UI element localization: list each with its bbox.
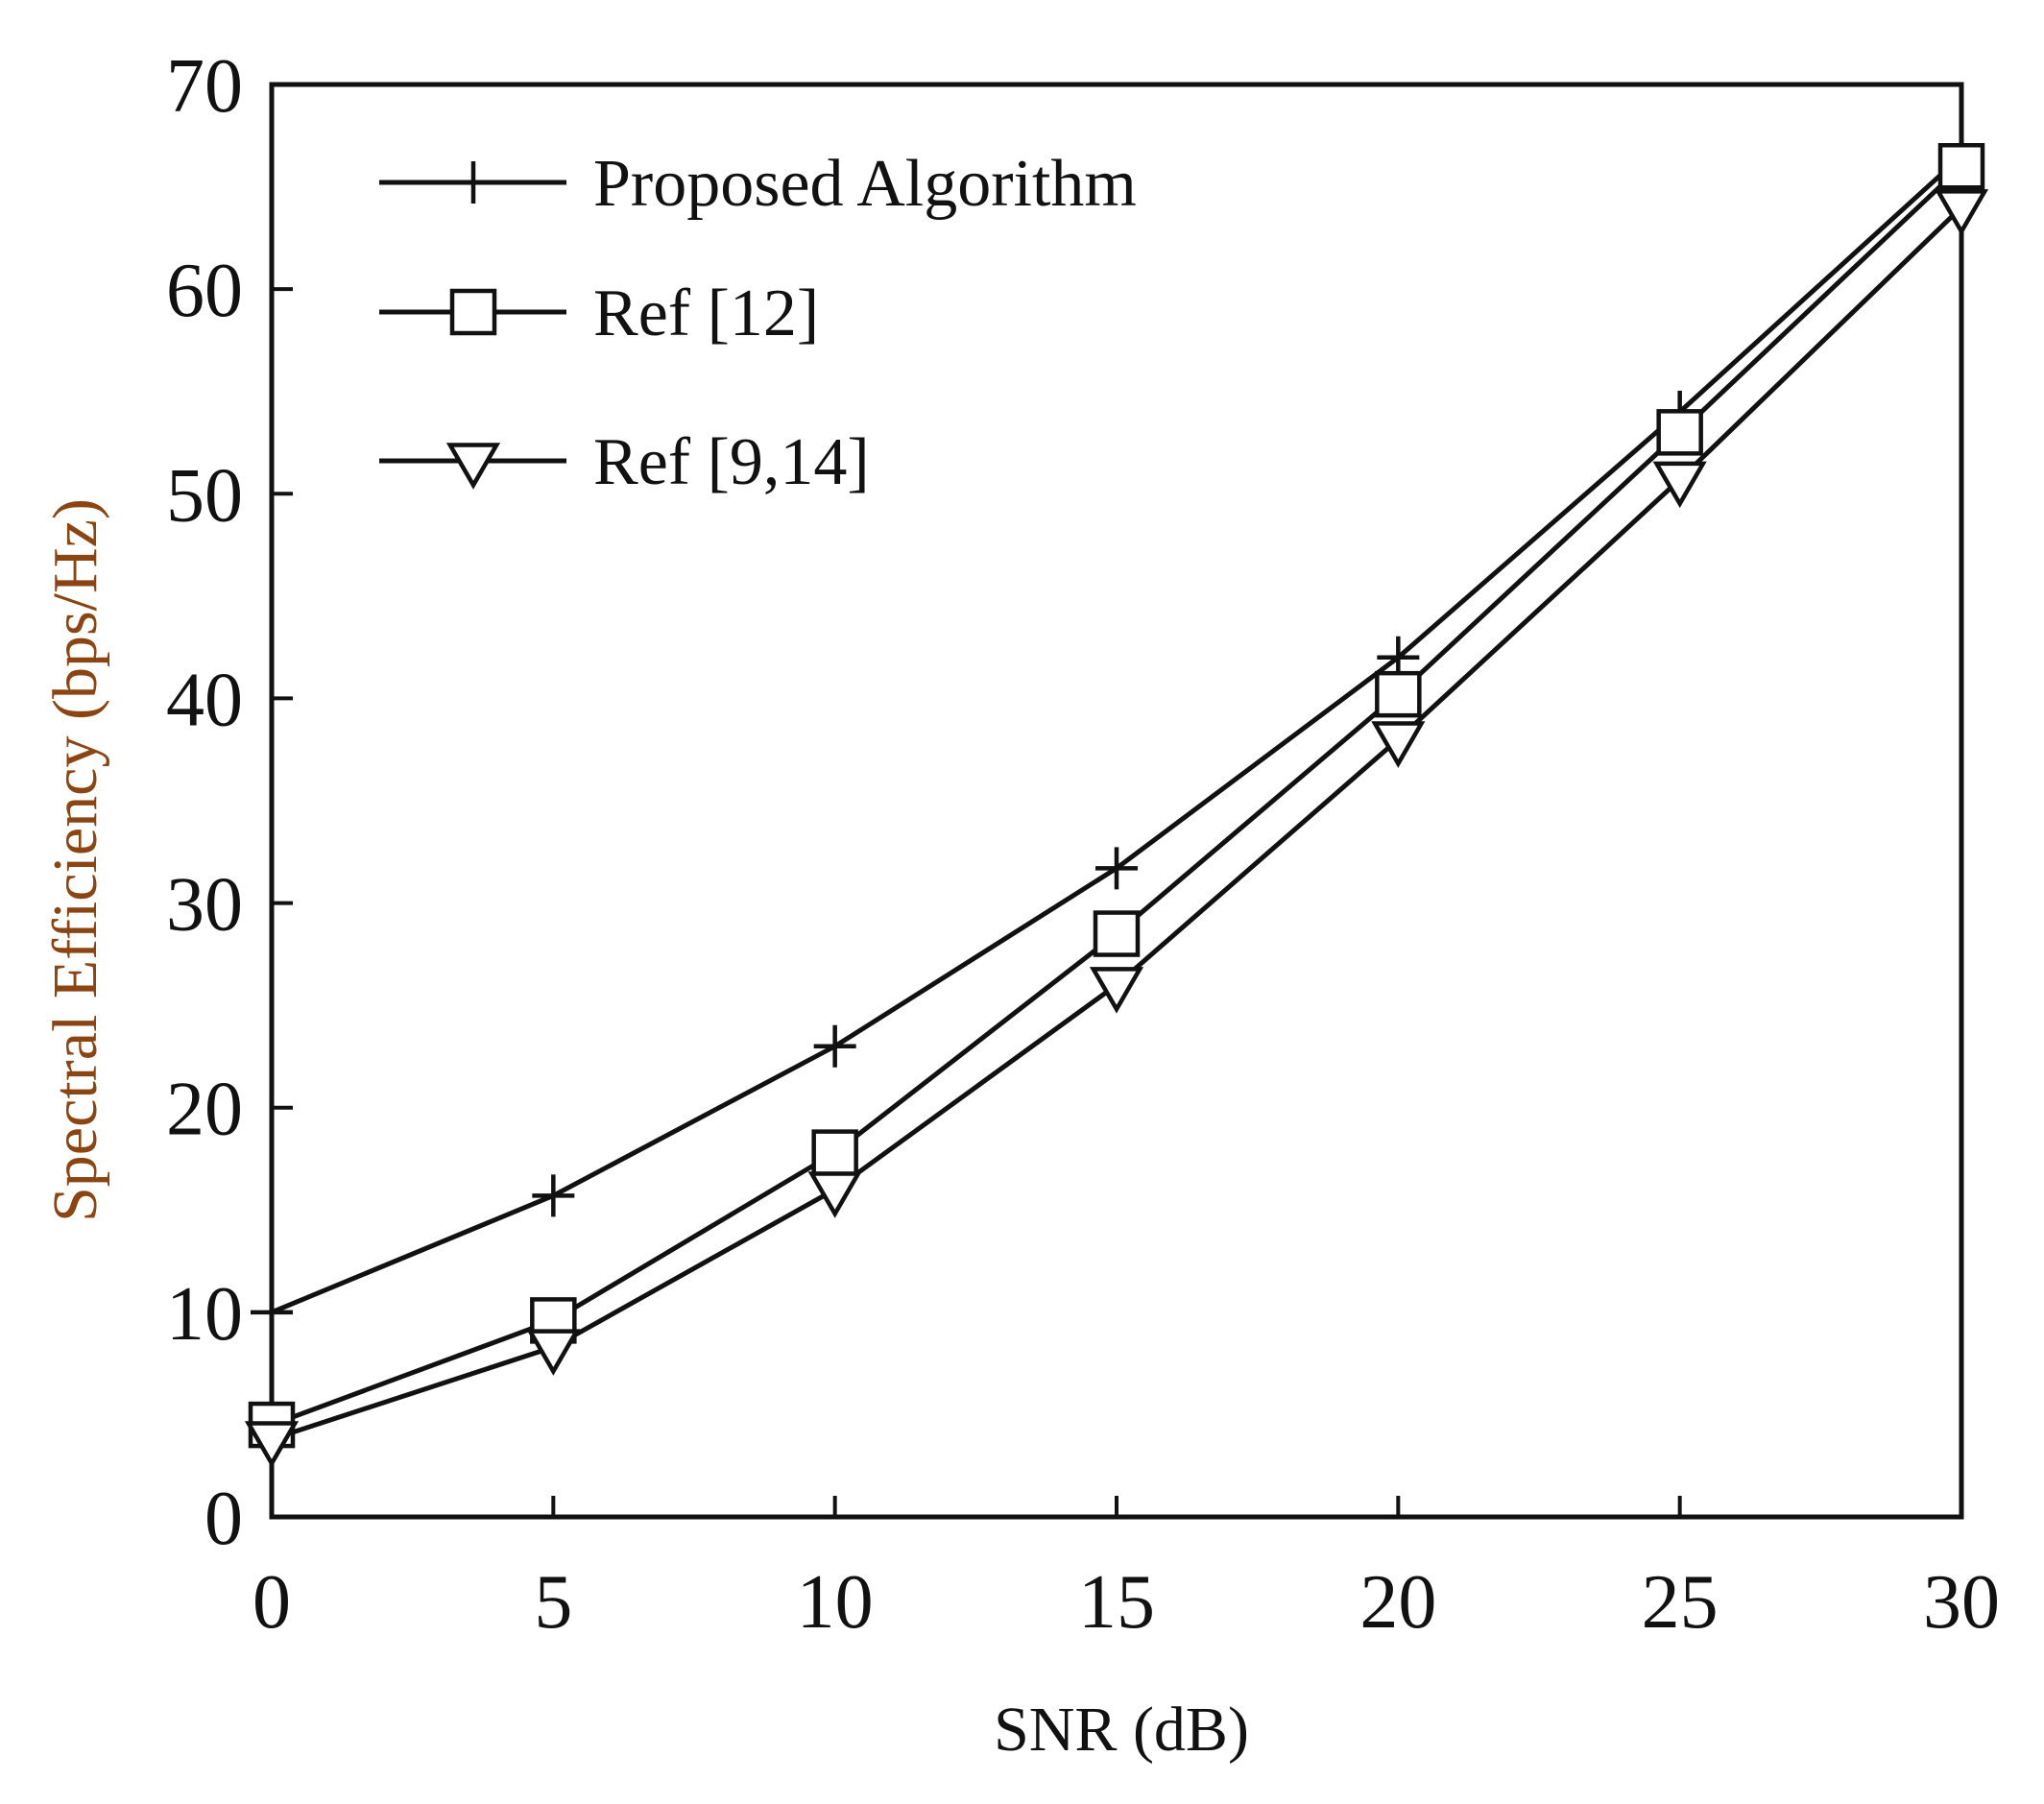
y-tick-label: 10 [166,1272,243,1357]
x-tick-label: 0 [252,1560,291,1645]
data-point-series-3 [1371,721,1426,768]
legend-label-1: Proposed Algorithm [593,147,1137,221]
y-tick-label: 40 [166,658,243,742]
legend-marker-3 [445,443,501,490]
series-line-1 [271,154,1963,1315]
x-tick-label: 30 [1923,1560,2000,1645]
y-tick-label: 30 [166,863,243,948]
data-point-series-3 [526,1329,581,1376]
x-tick-label: 15 [1078,1560,1155,1645]
legend-marker-1 [452,161,494,204]
x-tick-label: 10 [797,1560,874,1645]
legend: Proposed Algorithm Ref [12] Ref [9,14] [379,147,1137,499]
y-tick-label: 60 [166,249,243,333]
x-tick-label: 25 [1642,1560,1719,1645]
data-point-series-1 [251,1290,293,1334]
data-point-series-2 [1093,910,1141,957]
plot-border [269,82,1964,1520]
data-point-series-2 [1937,143,1985,190]
y-tick-label: 70 [166,44,243,129]
plot-frame [269,82,1964,1520]
data-point-series-3 [1934,189,1989,236]
legend-label-3: Ref [9,14] [593,425,870,499]
data-point-series-1 [532,1174,575,1217]
data-point-series-1 [1095,847,1138,890]
x-tick-label: 20 [1359,1560,1436,1645]
data-point-series-2 [1656,409,1703,456]
y-tick-label: 20 [166,1068,243,1152]
series-line-2 [271,164,1963,1428]
data-point-series-3 [1652,461,1707,509]
y-tick-label: 50 [166,453,243,538]
y-axis-title: Spectral Efficiency (bps/Hz) [40,498,110,1222]
x-axis-title: SNR (dB) [994,1695,1249,1765]
x-tick-label: 5 [534,1560,572,1645]
data-point-series-2 [811,1129,858,1176]
series-lines [271,154,1963,1442]
legend-marker-2 [449,288,497,336]
axis-ticks: 0 5 10 15 20 25 30 0 10 20 30 40 50 60 70 [166,44,2000,1645]
series-markers [244,134,1989,1468]
data-point-series-3 [1089,967,1144,1014]
legend-label-2: Ref [12] [593,277,819,350]
data-point-series-1 [813,1024,856,1068]
data-point-series-3 [244,1421,300,1468]
series-line-3 [271,205,1963,1442]
data-point-series-3 [807,1171,862,1218]
data-point-series-2 [1375,670,1422,718]
y-tick-label: 0 [204,1477,243,1561]
